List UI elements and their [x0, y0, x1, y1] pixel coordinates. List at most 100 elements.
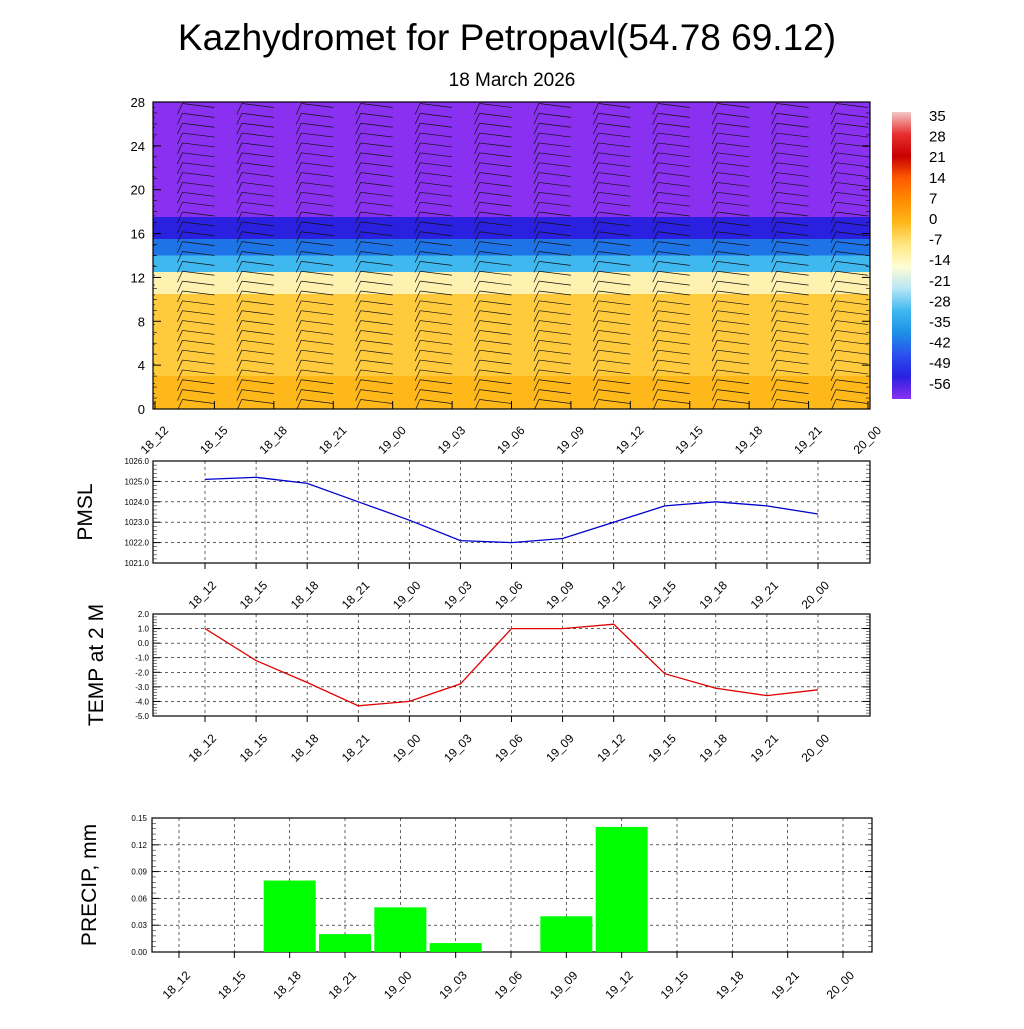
wind-barb-flag — [414, 261, 421, 273]
wind-barb-flag — [236, 379, 243, 391]
wind-barb-flag — [711, 241, 718, 253]
wind-barb-flag — [295, 142, 302, 155]
wind-barb — [657, 310, 690, 316]
pmsl-y-tick-label: 1025.0 — [125, 477, 150, 486]
pmsl-y-tick-label: 1023.0 — [125, 518, 150, 527]
precipitation-frame — [151, 817, 873, 953]
wind-barb-flag — [355, 330, 361, 342]
wind-barb — [717, 389, 750, 394]
wind-barb — [360, 369, 393, 375]
wind-barb-flag — [414, 231, 421, 243]
wind-barb — [717, 349, 750, 355]
wind-barb-flag — [711, 340, 718, 352]
wind-barb-flag — [533, 123, 540, 135]
precipitation-x-tick-label: 18_15 — [215, 968, 249, 1002]
wind-barb — [420, 280, 453, 286]
wind-barb — [420, 320, 453, 325]
wind-barbs — [118, 103, 869, 409]
wind-barb-flag — [652, 369, 659, 382]
wind-barb-flag — [355, 310, 361, 322]
wind-barb — [360, 172, 393, 177]
wind-barb-flag — [771, 251, 777, 263]
wind-barb-flag — [295, 350, 302, 362]
wind-barb-flag — [295, 271, 302, 283]
wind-barb-flag — [118, 380, 123, 391]
wind-barb — [538, 162, 571, 168]
wind-barb — [360, 330, 393, 335]
pmsl-x-tick-label: 19_21 — [748, 578, 782, 612]
wind-barb — [538, 300, 571, 306]
precipitation-bar — [263, 880, 316, 952]
wind-barb — [182, 251, 215, 256]
wind-barb-flag — [474, 211, 480, 224]
wind-barb — [598, 359, 631, 365]
wind-barb — [835, 349, 869, 355]
wind-barb-flag — [355, 389, 361, 401]
wind-barb — [538, 172, 571, 177]
wind-barb — [153, 116, 156, 118]
wind-barb — [479, 152, 512, 158]
wind-barb — [420, 122, 453, 128]
wind-barb-flag — [771, 320, 777, 332]
wind-barb-flag — [652, 389, 659, 401]
wind-barb-flag — [533, 113, 540, 125]
wind-barb-flag — [533, 271, 540, 283]
wind-barb — [241, 231, 274, 237]
wind-barb — [538, 182, 571, 187]
colorbar-label: -49 — [929, 355, 951, 372]
wind-barb — [182, 339, 215, 345]
wind-barb — [776, 379, 809, 385]
wind-barb — [835, 389, 869, 394]
wind-barb — [479, 310, 512, 316]
wind-barb — [153, 225, 156, 227]
temperature-y-tick-label: -2.0 — [135, 668, 149, 677]
wind-barb — [776, 261, 809, 266]
wind-barb-flag — [593, 261, 599, 273]
wind-barb — [479, 103, 512, 108]
wind-barb-flag — [177, 379, 183, 391]
wind-barb — [182, 300, 215, 306]
wind-barb — [182, 399, 215, 404]
wind-barb — [479, 290, 512, 296]
wind-barb-flag — [355, 261, 361, 273]
wind-barb-flag — [652, 221, 659, 234]
wind-barb — [657, 290, 690, 296]
wind-barb — [538, 310, 571, 316]
wind-barb — [153, 294, 156, 296]
wind-barb — [301, 379, 334, 385]
wind-barb-flag — [236, 231, 243, 243]
wind-barb-flag — [355, 132, 361, 145]
wind-barb-flag — [177, 340, 183, 352]
wind-barb-flag — [118, 222, 123, 233]
wind-barb — [301, 122, 334, 128]
precipitation-x-tick-label: 18_21 — [326, 968, 360, 1002]
wind-barb-flag — [236, 251, 243, 263]
wind-barb — [776, 152, 809, 158]
wind-barb — [657, 191, 690, 197]
temperature-time-axis: 18_12 18_15 18_18 18_21 19_00 19_03 19_06 19_09… — [186, 716, 832, 765]
wind-barb-flag — [771, 271, 777, 283]
wind-barb-flag — [593, 152, 599, 164]
wind-barb-flag — [414, 340, 421, 352]
wind-barb-flag — [830, 350, 837, 362]
wind-barb-flag — [652, 192, 659, 204]
wind-barb — [241, 103, 274, 108]
wind-barb-flag — [414, 123, 421, 135]
wind-barb-flag — [355, 162, 361, 174]
wind-barb — [776, 113, 809, 118]
wind-barb — [241, 142, 274, 148]
wind-barb — [717, 211, 750, 217]
wind-barb — [182, 122, 215, 128]
wind-barb — [153, 393, 156, 394]
wind-barb — [776, 280, 809, 286]
wind-barb-flag — [533, 340, 540, 352]
wind-barb — [301, 280, 334, 286]
wind-barb — [776, 162, 809, 168]
wind-barb-flag — [533, 221, 540, 234]
wind-barb-flag — [414, 202, 421, 214]
wind-barb-flag — [533, 310, 540, 322]
wind-barb-flag — [771, 162, 777, 174]
wind-barb — [153, 343, 156, 345]
wind-barb-flag — [295, 251, 302, 263]
wind-barb-flag — [711, 192, 718, 204]
